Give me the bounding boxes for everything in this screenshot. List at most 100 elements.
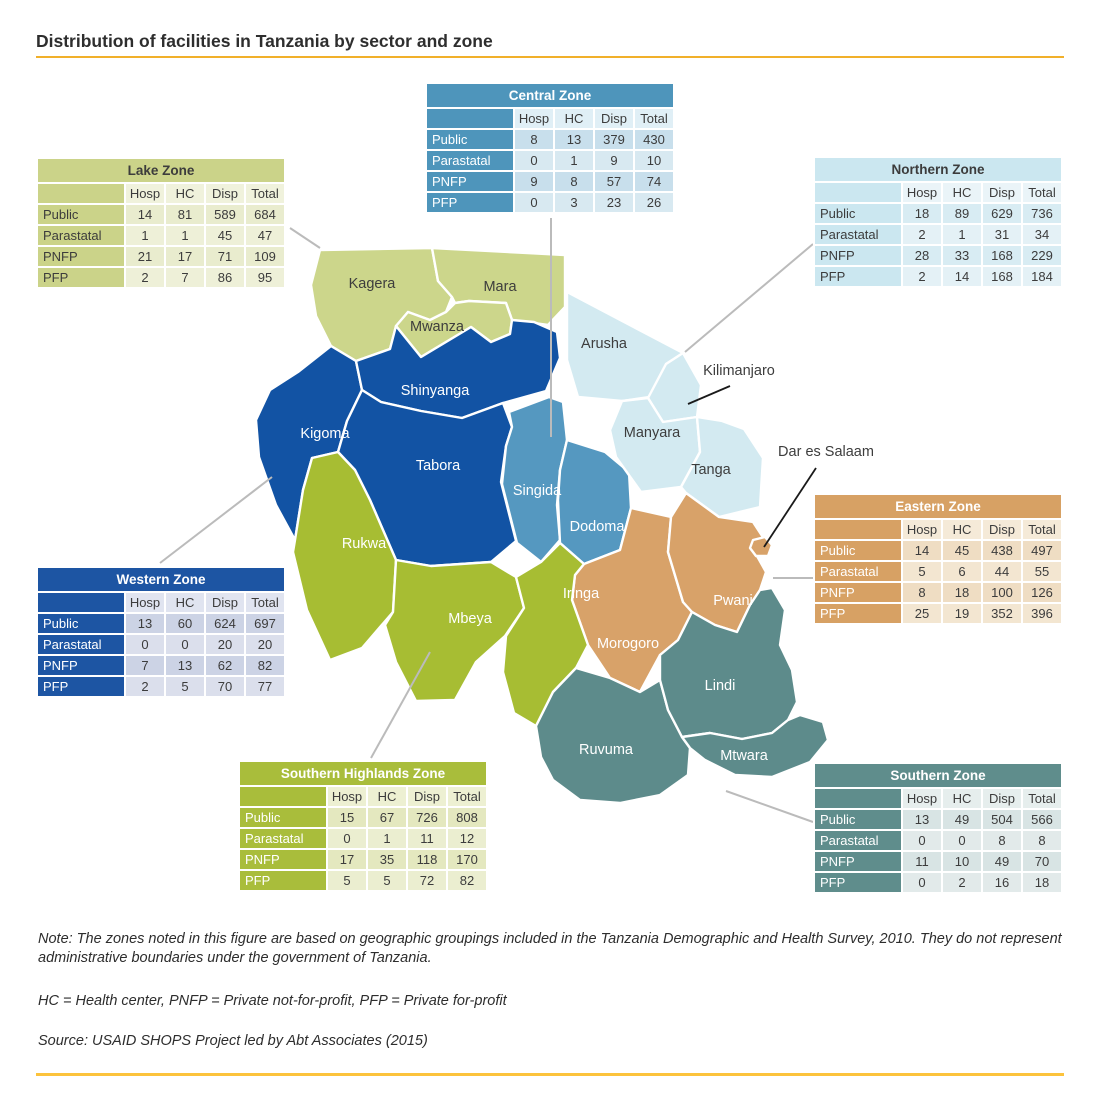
zone-table-title-row: Western Zone xyxy=(35,566,287,593)
value-cell: 19 xyxy=(941,602,983,625)
value-cell: 11 xyxy=(901,850,943,873)
value-cell: 18 xyxy=(1021,871,1063,894)
zone-table-title-row: Lake Zone xyxy=(35,157,287,184)
value-cell: 8 xyxy=(981,829,1023,852)
bottom-rule xyxy=(36,1073,1064,1076)
row-label: Parastatal xyxy=(36,633,126,656)
title-rule xyxy=(36,56,1064,58)
column-header: Disp xyxy=(981,518,1023,541)
connector-western xyxy=(159,476,273,564)
value-cell: 10 xyxy=(633,149,675,172)
table-row: PFP 0 2 16 18 xyxy=(813,871,1063,894)
value-cell: 13 xyxy=(124,612,166,635)
value-cell: 1 xyxy=(366,827,408,850)
table-row: Parastatal 0 0 20 20 xyxy=(36,633,287,656)
value-cell: 8 xyxy=(513,128,555,151)
table-row: PNFP 28 33 168 229 xyxy=(813,244,1064,267)
value-cell: 7 xyxy=(124,654,166,677)
value-cell: 14 xyxy=(941,265,983,288)
zone-table-title-row: Northern Zone xyxy=(812,156,1064,183)
row-label: Parastatal xyxy=(813,829,903,852)
row-label: PNFP xyxy=(36,654,126,677)
value-cell: 14 xyxy=(124,203,166,226)
column-header: HC xyxy=(366,785,408,808)
value-cell: 2 xyxy=(941,871,983,894)
zone-table-corner xyxy=(36,182,126,205)
column-header: Total xyxy=(1021,787,1063,810)
column-header: Hosp xyxy=(513,107,555,130)
value-cell: 72 xyxy=(406,869,448,892)
value-cell: 0 xyxy=(901,871,943,894)
lake-zone-table-container: Lake Zone Hosp HC Disp Total Public 14 81 589 684… xyxy=(35,157,287,289)
column-header: Hosp xyxy=(326,785,368,808)
table-row: PFP 2 14 168 184 xyxy=(813,265,1064,288)
figure-title: Distribution of facilities in Tanzania b… xyxy=(36,31,493,51)
value-cell: 352 xyxy=(981,602,1023,625)
value-cell: 1 xyxy=(553,149,595,172)
table-row: PNFP 8 18 100 126 xyxy=(813,581,1064,604)
value-cell: 624 xyxy=(204,612,246,635)
zone-table-central: Central Zone Hosp HC Disp Total Public 8 13 379 4… xyxy=(425,82,675,214)
table-row: PFP 5 5 72 82 xyxy=(238,869,489,892)
zone-table-title: Western Zone xyxy=(35,566,287,593)
column-header: Total xyxy=(1020,181,1064,204)
row-label: PNFP xyxy=(425,170,515,193)
value-cell: 60 xyxy=(164,612,206,635)
zone-table-western: Western Zone Hosp HC Disp Total Public 13 60 624… xyxy=(35,566,287,698)
value-cell: 504 xyxy=(981,808,1023,831)
zone-table-southern_highlands: Southern Highlands Zone Hosp HC Disp Total Pu… xyxy=(237,760,489,892)
table-row: Parastatal 0 1 11 12 xyxy=(238,827,489,850)
value-cell: 25 xyxy=(901,602,943,625)
value-cell: 70 xyxy=(1021,850,1063,873)
zone-table-lake: Lake Zone Hosp HC Disp Total Public 14 81 589 684… xyxy=(35,157,287,289)
row-label: PFP xyxy=(425,191,515,214)
column-header: Disp xyxy=(204,182,246,205)
column-header: Hosp xyxy=(901,518,943,541)
row-label: PFP xyxy=(813,602,903,625)
row-label: Parastatal xyxy=(36,224,126,247)
value-cell: 77 xyxy=(243,675,287,698)
value-cell: 89 xyxy=(941,202,983,225)
column-header: Hosp xyxy=(124,591,166,614)
value-cell: 1 xyxy=(124,224,166,247)
table-row: Parastatal 0 0 8 8 xyxy=(813,829,1063,852)
row-label: Public xyxy=(813,808,903,831)
row-label: Public xyxy=(36,612,126,635)
value-cell: 70 xyxy=(204,675,246,698)
value-cell: 23 xyxy=(593,191,635,214)
value-cell: 1 xyxy=(941,223,983,246)
zone-table-title-row: Southern Zone xyxy=(813,762,1063,789)
zone-table-title-row: Southern Highlands Zone xyxy=(237,760,489,787)
value-cell: 62 xyxy=(204,654,246,677)
value-cell: 6 xyxy=(941,560,983,583)
value-cell: 126 xyxy=(1020,581,1064,604)
region-shapes xyxy=(254,246,830,805)
value-cell: 10 xyxy=(941,850,983,873)
value-cell: 20 xyxy=(204,633,246,656)
row-label: Parastatal xyxy=(813,223,903,246)
pointer-dar-es-salaam xyxy=(763,467,817,548)
table-row: PFP 2 5 70 77 xyxy=(36,675,287,698)
zone-table-corner xyxy=(813,787,903,810)
label-pointers xyxy=(687,385,817,548)
value-cell: 20 xyxy=(243,633,287,656)
value-cell: 74 xyxy=(633,170,675,193)
value-cell: 13 xyxy=(164,654,206,677)
value-cell: 9 xyxy=(593,149,635,172)
value-cell: 13 xyxy=(553,128,595,151)
southern-highlands-zone-table-container: Southern Highlands Zone Hosp HC Disp Total Pu… xyxy=(237,760,489,892)
zone-table-corner xyxy=(425,107,515,130)
abbreviations-text: HC = Health center, PNFP = Private not-f… xyxy=(38,993,507,1009)
value-cell: 100 xyxy=(981,581,1023,604)
row-label: Parastatal xyxy=(425,149,515,172)
value-cell: 33 xyxy=(941,244,983,267)
source-text: Source: USAID SHOPS Project led by Abt A… xyxy=(38,1033,428,1049)
row-label: PNFP xyxy=(36,245,126,268)
table-row: Public 13 49 504 566 xyxy=(813,808,1063,831)
column-header: HC xyxy=(164,182,206,205)
value-cell: 49 xyxy=(981,850,1023,873)
value-cell: 49 xyxy=(941,808,983,831)
zone-table-corner xyxy=(36,591,126,614)
column-header: Disp xyxy=(593,107,635,130)
